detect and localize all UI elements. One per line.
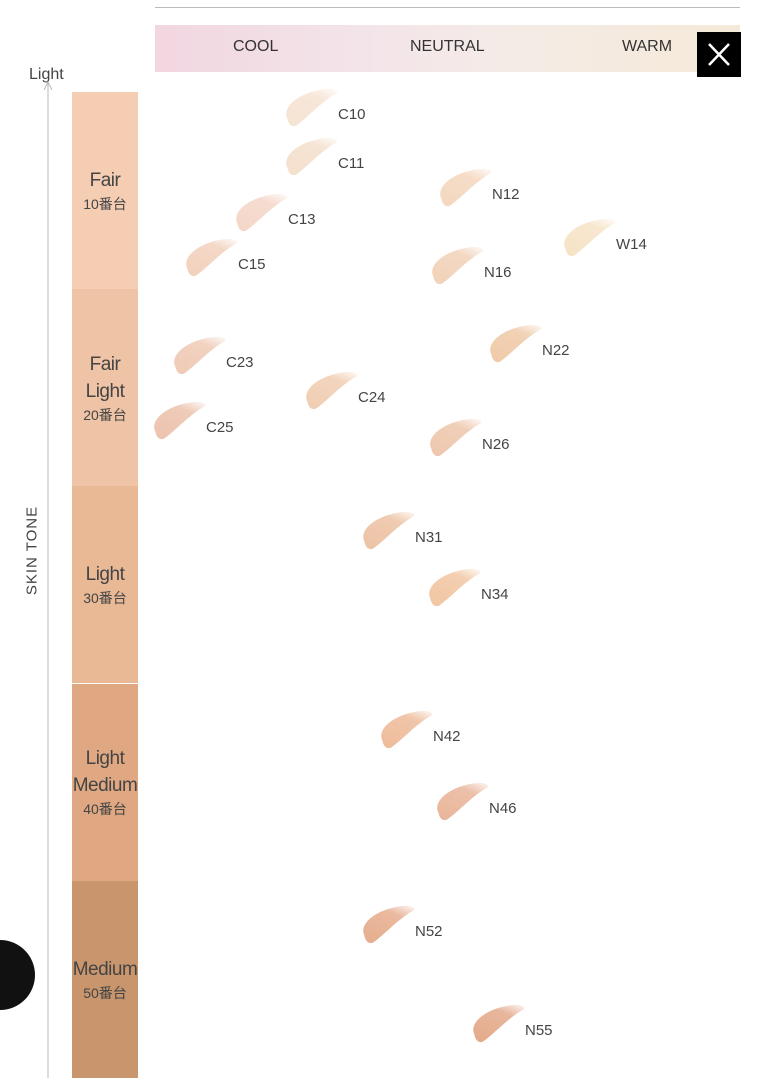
close-icon (708, 43, 730, 66)
band-name: Medium (72, 958, 138, 980)
swatch-label: W14 (616, 236, 647, 253)
band-name: Light (85, 564, 125, 586)
swatch-label: C24 (358, 389, 386, 406)
band-range: 10番台 (83, 196, 127, 212)
swatch (363, 905, 415, 944)
swatch-label: N26 (482, 436, 510, 453)
swatch-label: C15 (238, 256, 266, 273)
swatch-label: N55 (525, 1022, 553, 1039)
swatch (363, 511, 415, 550)
band-range: 30番台 (83, 590, 127, 607)
swatch (154, 401, 206, 440)
close-button[interactable] (697, 32, 741, 77)
swatch-label: N34 (481, 586, 509, 603)
band-range: 20番台 (83, 406, 127, 423)
band: Fair 10番台 (72, 92, 138, 289)
axis-arrow (43, 80, 53, 1078)
column-label: COOL (233, 38, 279, 55)
swatch-label: C10 (338, 106, 366, 123)
band-range: 50番台 (83, 984, 127, 1001)
column-label: NEUTRAL (410, 38, 485, 55)
swatch (286, 88, 338, 127)
swatch-label: N22 (542, 342, 570, 359)
swatch (186, 238, 238, 277)
swatch-label: C11 (338, 155, 365, 172)
swatch (306, 371, 358, 410)
column-label: WARM (622, 38, 673, 55)
swatch (440, 168, 492, 207)
swatch-label: N52 (415, 923, 443, 940)
swatch (429, 568, 481, 607)
swatch (432, 246, 484, 285)
swatch-label: N31 (415, 529, 443, 546)
swatch-label: C23 (226, 354, 254, 371)
swatch (437, 782, 489, 821)
swatch-label: N12 (492, 186, 520, 203)
swatch-label: N46 (489, 800, 517, 817)
swatch-label: C25 (206, 419, 234, 436)
band-name: Fair (89, 170, 121, 191)
swatch (473, 1004, 525, 1043)
swatch (174, 336, 226, 375)
band: Light 30番台 (72, 486, 138, 684)
band-range: 40番台 (83, 801, 127, 818)
axis-top-label: Light (29, 66, 64, 83)
band: Medium 50番台 (72, 880, 138, 1078)
swatch-label: N16 (484, 264, 512, 281)
swatch (236, 193, 288, 232)
swatch (381, 710, 433, 749)
swatch (430, 418, 482, 457)
swatch (286, 137, 338, 176)
swatch-label: N42 (433, 728, 461, 745)
band-name: Fair Light (85, 353, 125, 402)
swatch (490, 324, 542, 363)
band-name: Light Medium (72, 748, 138, 797)
band: Light Medium 40番台 (72, 683, 138, 881)
swatch (564, 218, 616, 257)
band: Fair Light 20番台 (72, 289, 138, 487)
header-bar (155, 25, 740, 72)
top-rule (155, 7, 740, 8)
swatch-label: C13 (288, 211, 316, 228)
